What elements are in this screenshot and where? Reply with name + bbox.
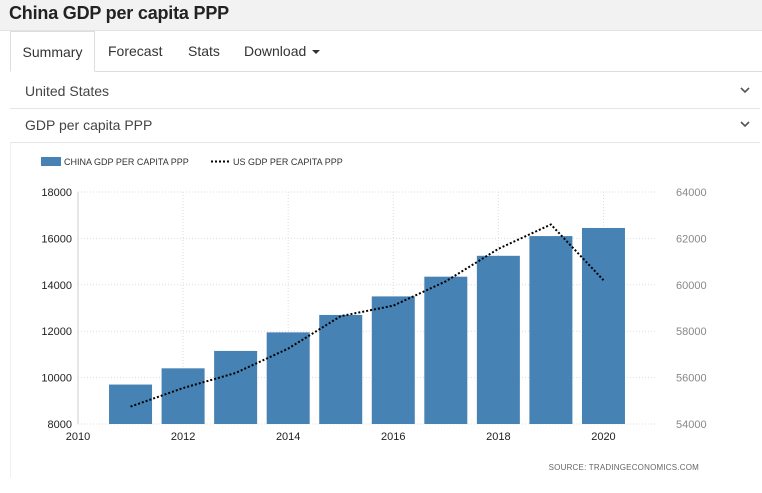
y-right-tick-label: 54000 (676, 419, 707, 431)
tab-summary[interactable]: Summary (10, 31, 95, 72)
tab-stats[interactable]: Stats (188, 31, 220, 72)
tab-forecast[interactable]: Forecast (108, 31, 162, 72)
y-left-tick-label: 10000 (41, 373, 72, 385)
chevron-down-icon (740, 87, 750, 94)
china-gdp-bar (581, 227, 625, 424)
y-right-tick-label: 64000 (676, 187, 707, 199)
gdp-chart: 8000 54000 10000 56000 12000 58000 14000 60000 1… (41, 157, 707, 472)
tab-stats-label: Stats (188, 43, 220, 59)
x-tick-label: 2016 (381, 431, 405, 443)
china-gdp-bar (161, 368, 205, 424)
china-gdp-bar (266, 332, 310, 424)
y-right-tick-label: 60000 (676, 280, 707, 292)
x-tick-label: 2014 (276, 431, 300, 443)
tab-download-label: Download (244, 43, 307, 59)
title-bar: China GDP per capita PPP (0, 0, 762, 31)
x-tick-label: 2018 (486, 431, 510, 443)
china-gdp-bar (424, 276, 468, 424)
y-left-tick-label: 16000 (41, 233, 72, 245)
china-gdp-bar (529, 236, 573, 424)
y-left-tick-label: 8000 (48, 419, 72, 431)
legend-swatch-china (41, 157, 61, 166)
tab-bar: Summary Forecast Stats Download (10, 31, 762, 72)
x-tick-label: 2010 (66, 431, 90, 443)
legend-label-us: US GDP PER CAPITA PPP (233, 157, 343, 167)
chart-source: SOURCE: TRADINGECONOMICS.COM (549, 463, 699, 472)
y-right-tick-label: 58000 (676, 326, 707, 338)
china-gdp-bar (476, 255, 520, 424)
tab-summary-label: Summary (22, 44, 83, 60)
tab-forecast-label: Forecast (108, 43, 163, 59)
page-title: China GDP per capita PPP (9, 3, 229, 23)
country-selector-value: United States (25, 83, 110, 99)
tab-download[interactable]: Download (244, 31, 321, 72)
country-selector[interactable]: United States (10, 75, 760, 109)
us-gdp-line (130, 223, 605, 408)
y-right-tick-label: 62000 (676, 233, 707, 245)
y-left-tick-label: 14000 (41, 280, 72, 292)
y-left-tick-label: 18000 (41, 187, 72, 199)
x-tick-label: 2012 (171, 431, 195, 443)
y-left-tick-label: 12000 (41, 326, 72, 338)
x-tick-label: 2020 (591, 431, 615, 443)
caret-down-icon (312, 50, 321, 55)
indicator-selector[interactable]: GDP per capita PPP (10, 109, 760, 143)
china-gdp-bar (319, 314, 363, 424)
china-gdp-bar (214, 350, 258, 424)
y-right-tick-label: 56000 (676, 373, 707, 385)
indicator-selector-value: GDP per capita PPP (25, 117, 153, 133)
chevron-down-icon (740, 121, 750, 128)
legend-label-china: CHINA GDP PER CAPITA PPP (64, 157, 189, 167)
chart-container: 8000 54000 10000 56000 12000 58000 14000 60000 1… (10, 143, 760, 478)
china-gdp-bar (371, 296, 415, 424)
china-gdp-bar (109, 384, 153, 424)
